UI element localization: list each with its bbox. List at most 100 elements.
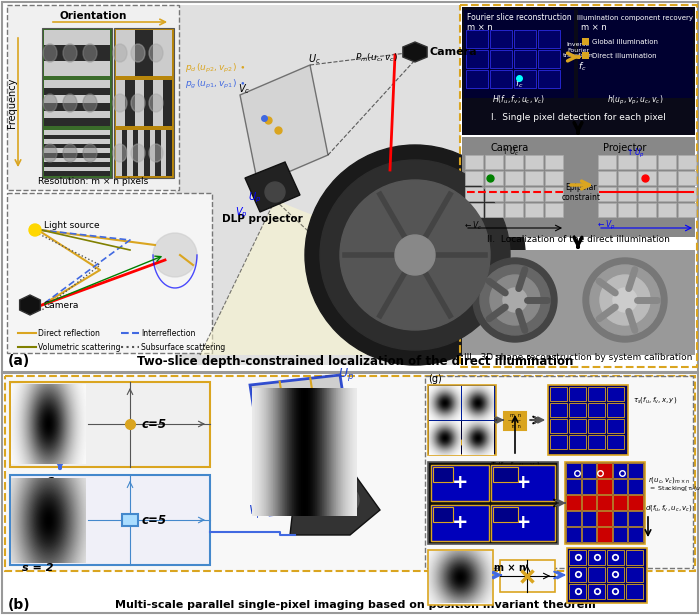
Text: Illumination component recovery: Illumination component recovery — [577, 15, 693, 21]
Bar — [612, 511, 627, 526]
Bar — [582, 511, 596, 526]
Bar — [465, 187, 483, 201]
Bar — [429, 386, 461, 420]
Text: II.  Localization of the direct illumination: II. Localization of the direct illuminat… — [486, 236, 669, 245]
Bar — [618, 203, 636, 217]
Bar — [44, 118, 110, 126]
Text: III.  3D shape reconstruction by system calibration: III. 3D shape reconstruction by system c… — [464, 354, 692, 362]
Bar — [44, 30, 110, 46]
Bar — [431, 465, 489, 501]
Bar — [582, 527, 596, 542]
Bar — [44, 95, 110, 103]
Bar — [548, 385, 628, 455]
Text: $r(u_c,v_c)_{m\times n}$: $r(u_c,v_c)_{m\times n}$ — [648, 475, 690, 485]
Text: $\leftarrow V_p$: $\leftarrow V_p$ — [596, 220, 616, 232]
Bar — [598, 155, 616, 169]
Bar — [491, 465, 555, 501]
Text: Global illumination: Global illumination — [592, 39, 658, 45]
Bar — [545, 171, 563, 185]
Bar — [588, 584, 605, 599]
Text: Subsurface scattering: Subsurface scattering — [141, 343, 225, 352]
Bar — [629, 511, 643, 526]
Ellipse shape — [43, 44, 57, 62]
Bar — [582, 52, 589, 59]
Ellipse shape — [63, 144, 77, 162]
Circle shape — [590, 265, 660, 335]
Bar — [582, 463, 596, 478]
Bar — [425, 376, 693, 568]
Bar — [569, 550, 586, 565]
Bar — [597, 527, 612, 542]
Bar — [566, 527, 580, 542]
Bar — [433, 507, 453, 522]
Bar — [114, 28, 174, 178]
Bar — [612, 463, 627, 478]
Bar — [462, 250, 695, 355]
Bar — [485, 203, 503, 217]
Bar — [139, 130, 144, 176]
Bar — [7, 5, 179, 190]
Polygon shape — [240, 65, 328, 185]
Circle shape — [153, 233, 197, 277]
Bar — [466, 70, 488, 88]
Bar — [629, 527, 643, 542]
Bar — [161, 130, 167, 176]
Bar — [44, 111, 110, 118]
Bar — [588, 567, 605, 582]
Bar — [597, 463, 612, 478]
Bar — [588, 387, 605, 401]
Text: +: + — [514, 514, 531, 533]
Bar — [569, 435, 586, 449]
Bar — [658, 171, 676, 185]
Bar — [493, 467, 518, 482]
Bar — [545, 155, 563, 169]
Bar — [462, 137, 695, 237]
Bar — [153, 80, 162, 126]
Circle shape — [473, 258, 557, 342]
Text: $U_c$: $U_c$ — [308, 52, 321, 66]
Bar — [569, 584, 586, 599]
Bar — [629, 479, 643, 494]
Text: m × n: m × n — [581, 23, 607, 31]
Bar — [569, 403, 586, 417]
Bar — [545, 203, 563, 217]
Bar — [607, 567, 624, 582]
Bar — [629, 495, 643, 510]
Bar — [7, 193, 212, 353]
Text: Light source: Light source — [44, 221, 99, 229]
Text: $h(u_p,v_p;u_c,v_c)$: $h(u_p,v_p;u_c,v_c)$ — [607, 93, 663, 106]
Text: Frequency: Frequency — [7, 78, 17, 128]
Bar — [491, 505, 555, 541]
Bar — [134, 80, 144, 126]
Text: Volumetric scattering: Volumetric scattering — [38, 343, 120, 352]
Text: $f_c$: $f_c$ — [578, 61, 587, 73]
Text: (b): (b) — [8, 598, 31, 612]
Bar — [44, 148, 110, 153]
Bar — [566, 511, 580, 526]
Text: $p_d\,(u_{p2},v_{p2})\;\bullet$: $p_d\,(u_{p2},v_{p2})\;\bullet$ — [185, 62, 246, 74]
Bar — [626, 584, 643, 599]
Text: Projector: Projector — [603, 143, 647, 153]
Bar — [505, 155, 523, 169]
Text: c=5: c=5 — [142, 514, 167, 526]
Text: Camera: Camera — [44, 301, 79, 309]
Bar — [44, 88, 110, 95]
Text: m  n
—×—
 n  n: m n —×— n n — [508, 413, 522, 429]
Bar — [678, 203, 696, 217]
Bar — [565, 462, 645, 544]
Bar — [638, 203, 656, 217]
Bar — [2, 373, 698, 613]
Text: c=5: c=5 — [142, 418, 167, 430]
Bar — [545, 187, 563, 201]
Bar — [431, 505, 489, 541]
Bar — [569, 419, 586, 433]
Polygon shape — [290, 475, 380, 535]
Text: Fourier slice reconstruction: Fourier slice reconstruction — [467, 14, 571, 23]
Bar — [678, 155, 696, 169]
Bar — [127, 130, 133, 176]
Text: +: + — [514, 474, 531, 493]
Bar — [460, 5, 697, 367]
Ellipse shape — [83, 94, 97, 112]
Text: DLP projector: DLP projector — [222, 214, 302, 224]
Bar — [525, 203, 543, 217]
